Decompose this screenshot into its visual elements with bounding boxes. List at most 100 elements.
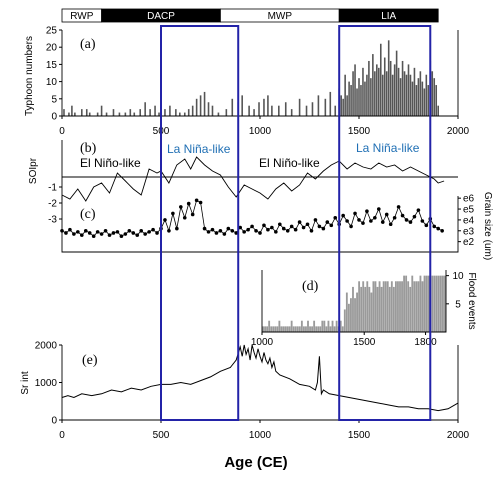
grain-size-point (313, 218, 318, 222)
flood-bar (264, 326, 266, 332)
panel-a-ylabel: Typhoon numbers (24, 36, 35, 116)
flood-bar (442, 275, 444, 332)
panel-e-xtick-label: 1500 (348, 430, 371, 441)
typhoon-bar (81, 109, 83, 116)
annotation-el-nino-2: El Niño-like (259, 156, 320, 170)
grain-size-point (83, 228, 88, 233)
panel-d-xticks: 1000 1500 1800 (251, 332, 437, 348)
flood-bar (286, 326, 289, 332)
grain-size-point (107, 233, 112, 237)
typhoon-bar (71, 105, 73, 116)
panel-e-ytick-label: 0 (51, 416, 57, 427)
grain-size-point (436, 226, 441, 231)
typhoon-bar (433, 78, 436, 116)
panel-c-label: (c) (80, 207, 96, 222)
grain-size-point (396, 205, 401, 209)
panel-e-ytick-label: 1000 (35, 378, 58, 389)
panel-a-xtick-label: 1500 (348, 126, 371, 137)
panel-c-yticks-left: -1 -2 -3 (48, 183, 62, 226)
typhoon-bar (366, 74, 368, 116)
flood-bar (409, 286, 412, 332)
flood-bar (370, 292, 373, 332)
flood-bar (319, 326, 322, 332)
flood-bar (321, 320, 324, 332)
typhoon-bar (203, 91, 206, 116)
grain-size-point (392, 215, 397, 220)
typhoon-bar (423, 88, 426, 116)
flood-bar (435, 275, 438, 332)
flood-bar (386, 281, 389, 332)
flood-bar (278, 320, 281, 332)
grain-size-point (194, 198, 199, 203)
typhoon-bar (100, 105, 103, 116)
flood-bar (327, 320, 330, 332)
grain-size-point (305, 222, 310, 227)
typhoon-bar (231, 98, 234, 116)
typhoon-bar (354, 64, 356, 116)
grain-size-point (274, 230, 278, 234)
flood-bar (284, 326, 287, 332)
grain-size-point (143, 232, 147, 236)
grain-size-point (179, 205, 183, 209)
flood-bar (276, 326, 279, 332)
typhoon-bar (427, 85, 430, 116)
typhoon-bar (425, 74, 428, 116)
flood-bar (313, 320, 316, 332)
typhoon-bar (105, 112, 108, 116)
period-dacp-label: DACP (147, 11, 175, 22)
panel-c-ytick-right-label: e3 (463, 226, 475, 237)
flood-bar (302, 326, 305, 332)
grain-size-point (377, 207, 381, 211)
typhoon-bar (317, 95, 320, 116)
flood-bar (347, 303, 350, 332)
typhoon-bar (381, 74, 384, 116)
typhoon-bar (376, 64, 378, 116)
panel-d-yticks: 5 10 (446, 271, 464, 310)
grain-size-point (246, 227, 250, 232)
grain-size-point (325, 220, 330, 224)
flood-bar (378, 281, 381, 332)
typhoon-bar (179, 112, 181, 116)
grain-size-point (135, 233, 140, 237)
panel-a-ytick-label: 0 (51, 112, 57, 123)
grain-size-point (198, 200, 203, 205)
flood-bar (437, 275, 440, 332)
typhoon-bar (397, 67, 400, 116)
typhoon-bar (199, 95, 202, 116)
period-rwp-label: RWP (70, 11, 93, 22)
typhoon-bar (133, 112, 136, 116)
flood-bar (403, 275, 406, 332)
panel-d-bars (262, 275, 446, 332)
grain-size-point (369, 219, 373, 223)
panel-e-xtick-label: 500 (153, 430, 170, 441)
flood-bar (433, 275, 436, 332)
grain-size-point (262, 223, 266, 228)
grain-size-point (341, 213, 345, 218)
grain-size-point (278, 222, 282, 227)
typhoon-bar (342, 98, 344, 116)
flood-bar (407, 281, 410, 332)
flood-bar (364, 286, 367, 332)
flood-bar (384, 281, 387, 332)
flood-bar (307, 320, 309, 332)
panel-c-ytick-right-label: e2 (463, 237, 475, 248)
typhoon-bar (74, 112, 76, 116)
typhoon-bar (88, 112, 91, 116)
flood-bar (305, 326, 307, 332)
flood-bar (415, 281, 418, 332)
grain-size-point (380, 220, 385, 224)
flood-bar (425, 275, 428, 332)
panel-e-ytick-label: 2000 (35, 341, 58, 352)
panel-a-bars (63, 40, 439, 117)
grain-size-point (309, 228, 314, 233)
flood-bar (315, 326, 318, 332)
typhoon-bar (290, 109, 293, 116)
typhoon-bar (271, 105, 273, 116)
panel-a-xtick-label: 1000 (249, 126, 272, 137)
typhoon-bar (360, 85, 362, 116)
period-lia-rect (338, 8, 439, 23)
typhoon-bar (417, 78, 420, 116)
typhoon-bar (344, 74, 346, 116)
typhoon-bar (267, 95, 269, 116)
typhoon-bar (164, 109, 166, 116)
